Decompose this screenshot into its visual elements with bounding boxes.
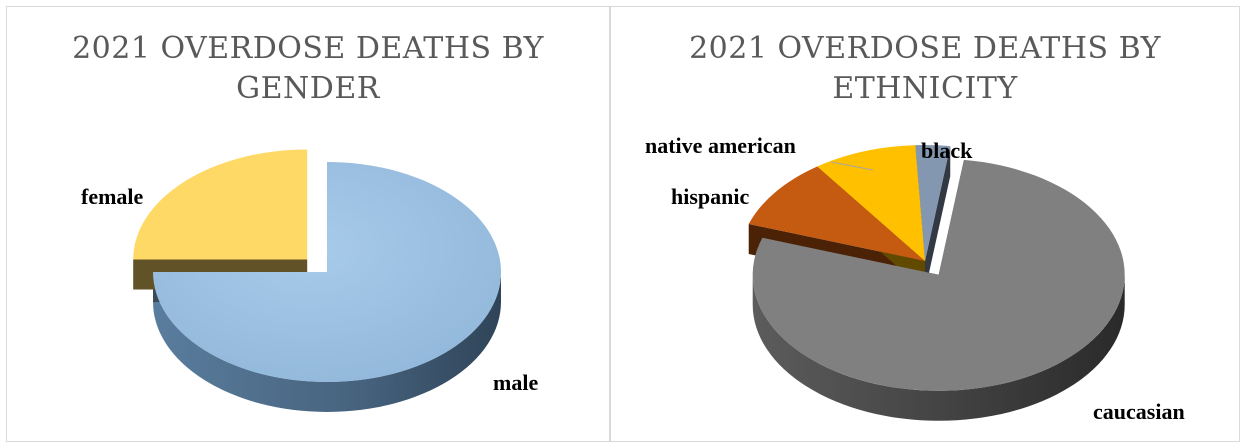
- chart-title: 2021 OVERDOSE DEATHS BY ETHNICITY: [611, 29, 1239, 109]
- pie-slice-wall-black-1: [925, 146, 951, 291]
- pie-slice-native-american: [817, 145, 925, 261]
- pie-slice-side-male: [153, 272, 501, 412]
- pie-slice-male: [153, 162, 501, 382]
- slice-label-caucasian: caucasian: [1093, 399, 1185, 424]
- chart-title-line-2: ETHNICITY: [832, 71, 1018, 106]
- chart-title-line-2: GENDER: [236, 71, 380, 106]
- slice-label-black: black: [921, 138, 973, 163]
- pie-slice-caucasian: [752, 159, 1125, 391]
- ethnicity-chart-panel: 2021 OVERDOSE DEATHS BY ETHNICITY native…: [610, 6, 1240, 442]
- chart-title: 2021 OVERDOSE DEATHS BY GENDER: [7, 29, 609, 109]
- ethnicity-pie-chart: native american black hispanic caucasian: [645, 133, 1185, 424]
- pie-slice-black: [915, 145, 951, 261]
- pie-slice-side-caucasian: [752, 274, 1125, 421]
- leader-line-native-american: [830, 161, 874, 171]
- chart-title-line-1: 2021 OVERDOSE DEATHS BY: [689, 31, 1161, 66]
- gender-chart-panel: 2021 OVERDOSE DEATHS BY GENDER female ma…: [6, 6, 610, 442]
- chart-title-line-1: 2021 OVERDOSE DEATHS BY: [72, 31, 544, 66]
- pie-slice-female: [133, 149, 308, 260]
- slice-label-female: female: [81, 184, 144, 209]
- pie-slice-hispanic: [748, 166, 925, 261]
- slice-label-hispanic: hispanic: [671, 184, 749, 209]
- gender-pie-chart: female male: [81, 149, 538, 412]
- slice-label-male: male: [493, 370, 538, 395]
- slice-label-native-american: native american: [645, 133, 796, 158]
